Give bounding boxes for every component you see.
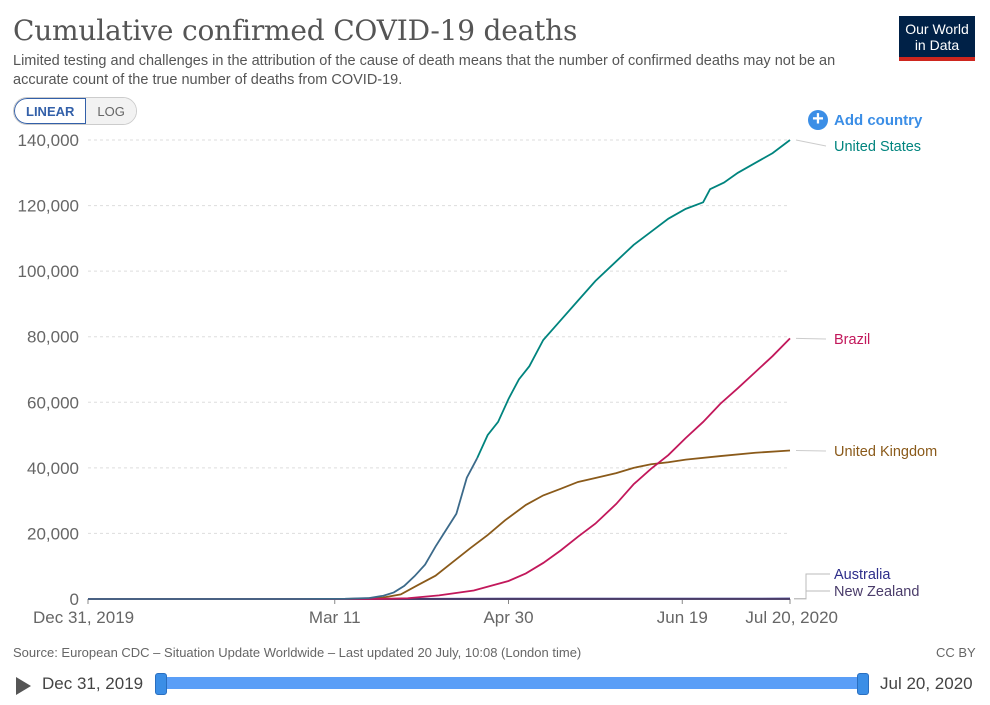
play-icon[interactable] [16,677,31,695]
series-label-united-states[interactable]: United States [834,139,921,155]
x-tick-label: Jun 19 [657,608,708,627]
add-country-button[interactable]: + Add country [808,109,923,130]
label-connector-brazil [795,337,827,340]
series-lines [87,139,791,600]
add-country-label: Add country [834,111,923,129]
y-axis-ticks: 0 20,000 40,000 60,000 80,000 100,000 120,000 1… [18,131,79,609]
series-label-australia[interactable]: Australia [834,567,891,583]
scale-toggle: LINEAR LOG [13,97,137,125]
owid-logo[interactable]: Our World in Data [899,16,975,61]
timeline-start-handle[interactable] [155,673,167,695]
series-line-united-kingdom [87,449,791,600]
y-tick-label: 140,000 [18,131,79,150]
timeline: Dec 31, 2019 Jul 20, 2020 [0,670,990,700]
logo-line-2: in Data [914,37,960,53]
x-tick-label: Mar 11 [309,608,361,627]
timeline-end-handle[interactable] [857,673,869,695]
y-tick-label: 80,000 [27,328,79,347]
y-tick-label: 120,000 [18,197,79,216]
timeline-start-label: Dec 31, 2019 [42,674,144,693]
x-axis-ticks: Dec 31, 2019 Mar 11 Apr 30 Jun 19 Jul 20, 20… [33,599,838,627]
label-connector-united-states [795,139,827,147]
y-tick-label: 20,000 [27,524,79,543]
y-tick-label: 0 [70,590,79,609]
series-line-brazil [87,337,791,600]
chart-title: Cumulative confirmed COVID-19 deaths [13,14,578,47]
log-scale-button[interactable]: LOG [86,98,136,124]
plus-circle-icon: + [808,109,828,130]
series-label-united-kingdom[interactable]: United Kingdom [834,444,937,460]
logo-line-1: Our World [905,21,969,37]
x-tick-label: Apr 30 [483,608,533,627]
series-label-brazil[interactable]: Brazil [834,332,870,348]
grid-lines [88,139,790,534]
x-tick-label: Jul 20, 2020 [745,608,838,627]
label-connector-australia [794,573,830,600]
label-connector-new-zealand [794,590,830,600]
label-connector-united-kingdom [795,449,827,452]
x-tick-label: Dec 31, 2019 [33,608,134,627]
series-labels: United States Brazil United Kingdom Austral… [794,139,937,600]
line-chart: 0 20,000 40,000 60,000 80,000 100,000 120,000 1… [18,131,938,627]
timeline-track[interactable] [155,673,869,695]
license-link[interactable]: CC BY [936,645,976,660]
timeline-end-label: Jul 20, 2020 [880,674,973,693]
y-tick-label: 100,000 [18,262,79,281]
chart-subtitle: Limited testing and challenges in the at… [13,53,836,88]
series-label-new-zealand[interactable]: New Zealand [834,584,919,600]
series-line-united-states [476,139,791,459]
y-tick-label: 60,000 [27,393,79,412]
source-note: Source: European CDC – Situation Update … [13,645,582,660]
y-tick-label: 40,000 [27,459,79,478]
series-line-united-states-early [87,457,479,600]
linear-scale-button[interactable]: LINEAR [14,98,87,124]
